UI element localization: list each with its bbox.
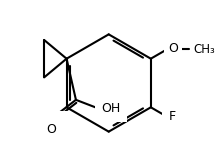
Text: OH: OH — [101, 102, 120, 115]
Text: O: O — [168, 42, 178, 55]
Text: F: F — [169, 110, 176, 123]
Text: O: O — [47, 123, 56, 136]
Text: CH₃: CH₃ — [193, 43, 215, 56]
